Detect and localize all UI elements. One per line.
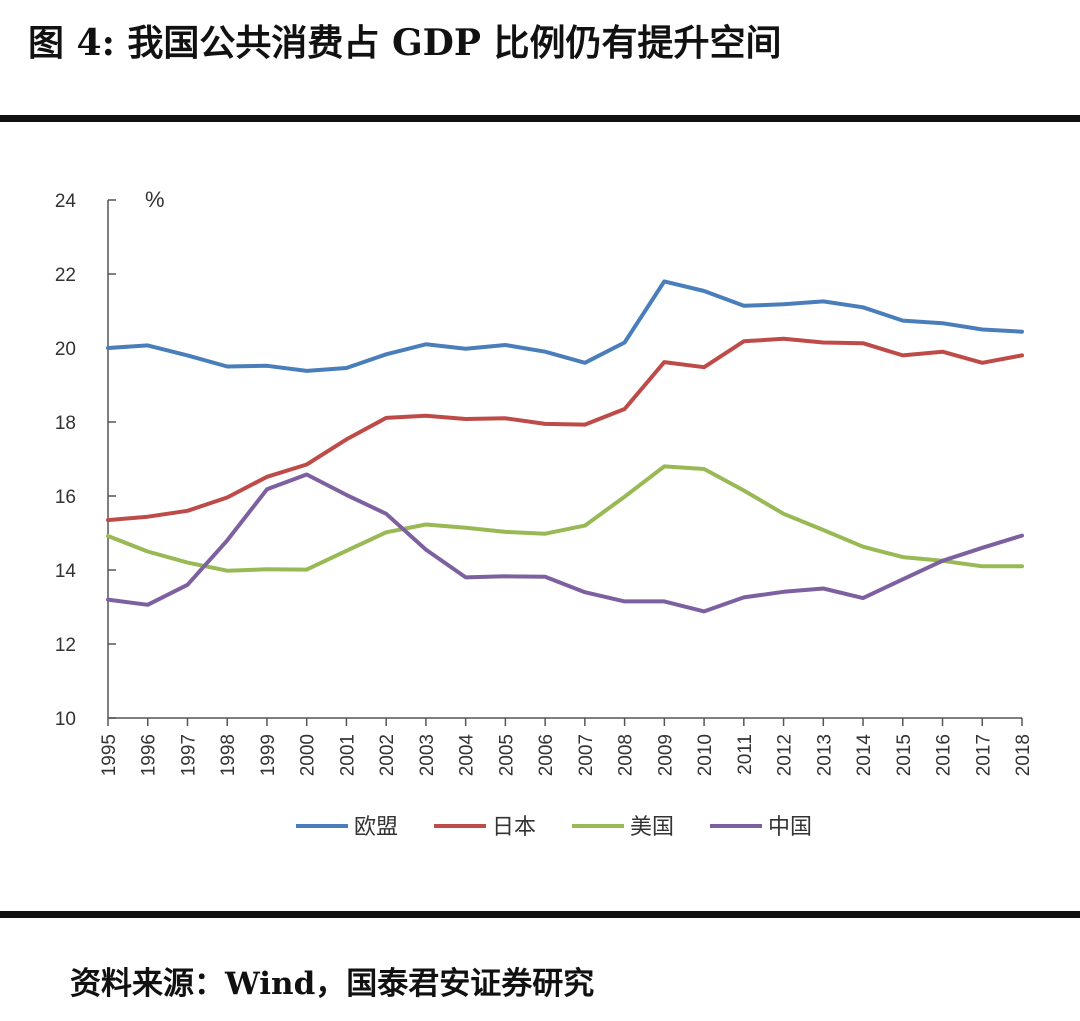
x-tick-label: 2016: [934, 734, 955, 776]
x-tick-label: 2014: [854, 734, 875, 777]
legend: 欧盟 日本 美国 中国: [296, 815, 812, 840]
line-chart: 10 12 14 16 18 20 22 24 % 1995 1996 1997 1998 1999 200…: [55, 187, 1034, 840]
x-tick-label: 2006: [536, 734, 557, 776]
x-tick-label: 1997: [178, 734, 199, 776]
x-tick-label: 1995: [99, 734, 120, 776]
x-tick-label: 2002: [377, 734, 398, 776]
legend-label: 美国: [630, 815, 674, 840]
x-tick-label: 2015: [894, 734, 915, 776]
y-tick-label: 10: [55, 709, 76, 730]
series-line-美国: [106, 464, 1024, 573]
series-line-欧盟: [106, 279, 1024, 373]
series-line-日本: [106, 336, 1024, 523]
y-tick-label: 14: [55, 561, 77, 582]
x-tick-label: 2008: [616, 734, 637, 776]
figure-title: 图 4: 我国公共消费占 GDP 比例仍有提升空间: [28, 22, 782, 64]
x-tick-label: 2001: [337, 734, 358, 776]
x-tick-label: 2017: [973, 734, 994, 776]
x-tick-label: 2003: [417, 734, 438, 776]
series-lines: [106, 279, 1024, 614]
x-tick-label: 2018: [1013, 734, 1034, 776]
source-note: 资料来源：Wind，国泰君安证券研究: [70, 966, 595, 1002]
x-tick-label: 2013: [814, 734, 835, 776]
y-tick-label: 24: [55, 191, 77, 212]
y-tick-label: 18: [55, 413, 76, 434]
x-tick-label: 1999: [258, 734, 279, 776]
top-divider: [0, 115, 1080, 122]
x-tick-label: 2007: [576, 734, 597, 776]
series-line-中国: [106, 472, 1024, 614]
axes: 10 12 14 16 18 20 22 24 % 1995 1996 1997 1998 1999 200…: [55, 187, 1034, 776]
x-tick-label: 2000: [298, 734, 319, 776]
x-tick-label: 1996: [139, 734, 160, 776]
y-tick-label: 12: [55, 635, 76, 656]
legend-label: 中国: [768, 815, 812, 840]
y-unit-label: %: [145, 187, 165, 212]
x-tick-label: 2004: [457, 734, 478, 777]
x-tick-label: 1998: [218, 734, 239, 776]
legend-label: 日本: [492, 815, 536, 840]
x-tick-label: 2011: [735, 734, 756, 775]
bottom-divider: [0, 911, 1080, 918]
legend-label: 欧盟: [354, 815, 398, 840]
y-tick-label: 20: [55, 339, 76, 360]
x-tick-label: 2012: [775, 734, 796, 776]
y-tick-label: 22: [55, 265, 76, 286]
x-tick-label: 2005: [496, 734, 517, 776]
x-tick-label: 2009: [655, 734, 676, 776]
x-tick-label: 2010: [695, 734, 716, 776]
y-tick-label: 16: [55, 487, 76, 508]
